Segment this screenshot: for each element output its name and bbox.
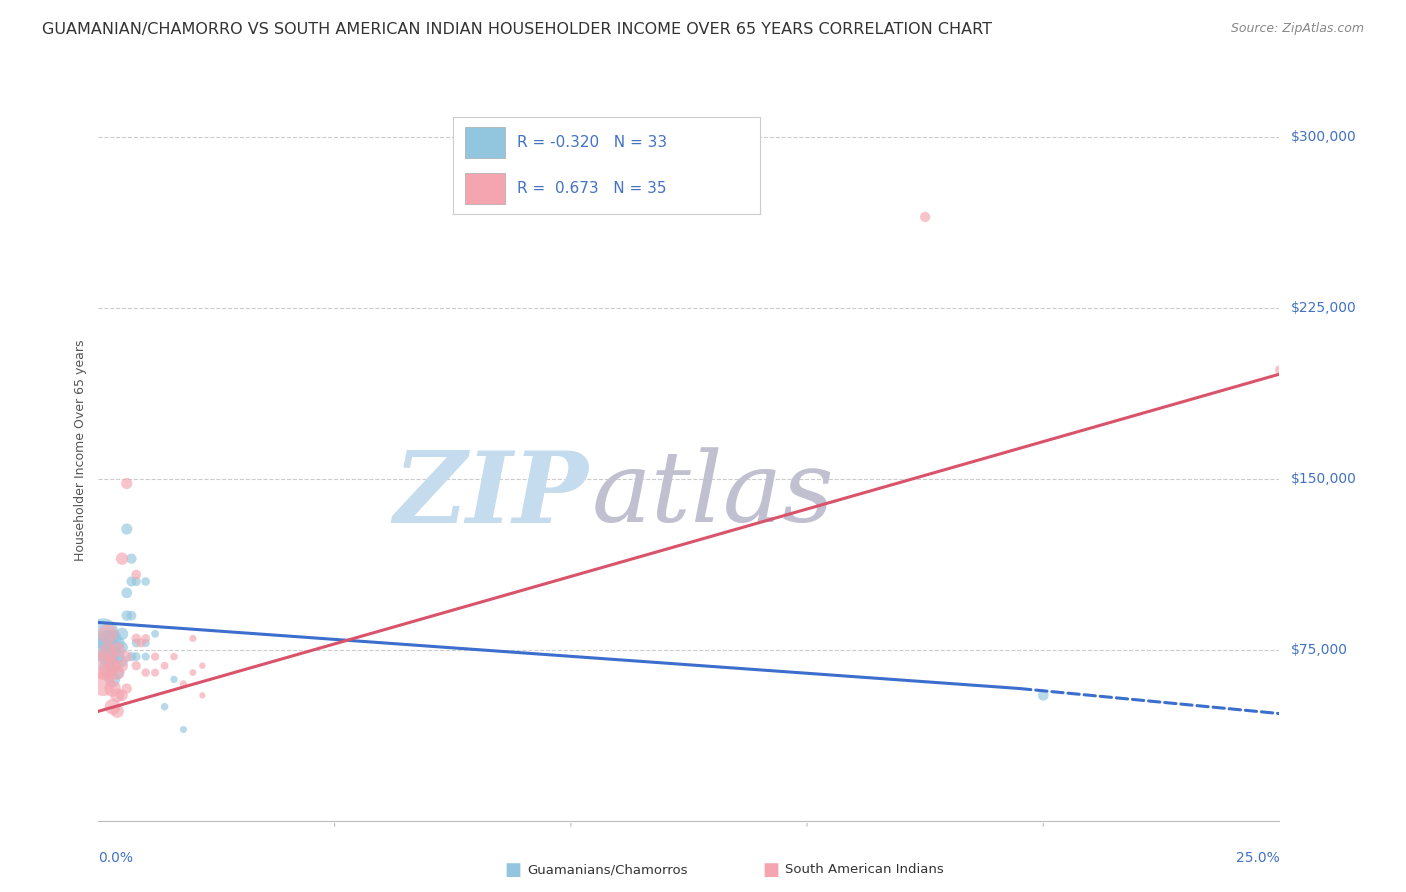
Point — [115, 522, 138, 536]
Point — [121, 551, 143, 566]
Point — [191, 689, 214, 703]
Text: ZIP: ZIP — [394, 447, 589, 543]
Point — [115, 681, 138, 696]
Point — [121, 574, 143, 589]
Point — [135, 632, 157, 646]
Point — [105, 665, 128, 680]
Point — [115, 476, 138, 491]
Point — [153, 658, 176, 673]
Point — [125, 649, 148, 664]
Point — [181, 665, 204, 680]
Point — [143, 665, 166, 680]
Text: 0.0%: 0.0% — [98, 851, 134, 865]
Point — [101, 645, 124, 659]
Point — [91, 658, 114, 673]
Point — [101, 699, 124, 714]
Text: atlas: atlas — [592, 447, 835, 542]
Point — [97, 645, 120, 659]
Point — [111, 658, 134, 673]
Point — [135, 649, 157, 664]
Point — [111, 689, 134, 703]
Text: Source: ZipAtlas.com: Source: ZipAtlas.com — [1230, 22, 1364, 36]
Point — [91, 627, 114, 641]
Text: South American Indians: South American Indians — [785, 863, 943, 876]
Point — [181, 632, 204, 646]
Text: 25.0%: 25.0% — [1236, 851, 1279, 865]
Point — [125, 658, 148, 673]
Text: ■: ■ — [505, 861, 522, 879]
Point — [121, 649, 143, 664]
Text: $300,000: $300,000 — [1291, 130, 1357, 145]
Point — [129, 636, 152, 650]
Text: $75,000: $75,000 — [1291, 643, 1347, 657]
Point — [172, 723, 194, 737]
Point — [111, 640, 134, 655]
Point — [97, 661, 120, 675]
Point — [143, 649, 166, 664]
Point — [105, 636, 128, 650]
Point — [101, 658, 124, 673]
Point — [101, 673, 124, 687]
Point — [191, 658, 214, 673]
Point — [105, 665, 128, 680]
Point — [172, 677, 194, 691]
Y-axis label: Householder Income Over 65 years: Householder Income Over 65 years — [75, 340, 87, 561]
Point — [125, 574, 148, 589]
Point — [101, 632, 124, 646]
Point — [914, 210, 936, 224]
Point — [97, 649, 120, 664]
Point — [111, 654, 134, 668]
Point — [135, 665, 157, 680]
Point — [153, 699, 176, 714]
Point — [97, 633, 120, 648]
Point — [163, 673, 186, 687]
Point — [115, 586, 138, 600]
Point — [105, 689, 128, 703]
Point — [115, 649, 138, 664]
Point — [135, 574, 157, 589]
Text: ■: ■ — [762, 861, 779, 879]
Point — [121, 608, 143, 623]
Text: $225,000: $225,000 — [1291, 301, 1357, 315]
Point — [125, 636, 148, 650]
Point — [143, 627, 166, 641]
Text: $150,000: $150,000 — [1291, 472, 1357, 486]
Point — [125, 567, 148, 582]
Point — [101, 658, 124, 673]
Point — [125, 632, 148, 646]
Text: Guamanians/Chamorros: Guamanians/Chamorros — [527, 863, 688, 876]
Point — [97, 665, 120, 680]
Point — [105, 642, 128, 657]
Point — [1268, 362, 1291, 376]
Point — [97, 627, 120, 641]
Point — [163, 649, 186, 664]
Point — [105, 649, 128, 664]
Point — [1032, 689, 1054, 703]
Text: GUAMANIAN/CHAMORRO VS SOUTH AMERICAN INDIAN HOUSEHOLDER INCOME OVER 65 YEARS COR: GUAMANIAN/CHAMORRO VS SOUTH AMERICAN IND… — [42, 22, 993, 37]
Point — [105, 704, 128, 718]
Point — [91, 677, 114, 691]
Point — [115, 608, 138, 623]
Point — [135, 636, 157, 650]
Point — [101, 681, 124, 696]
Point — [111, 627, 134, 641]
Point — [111, 551, 134, 566]
Point — [91, 642, 114, 657]
